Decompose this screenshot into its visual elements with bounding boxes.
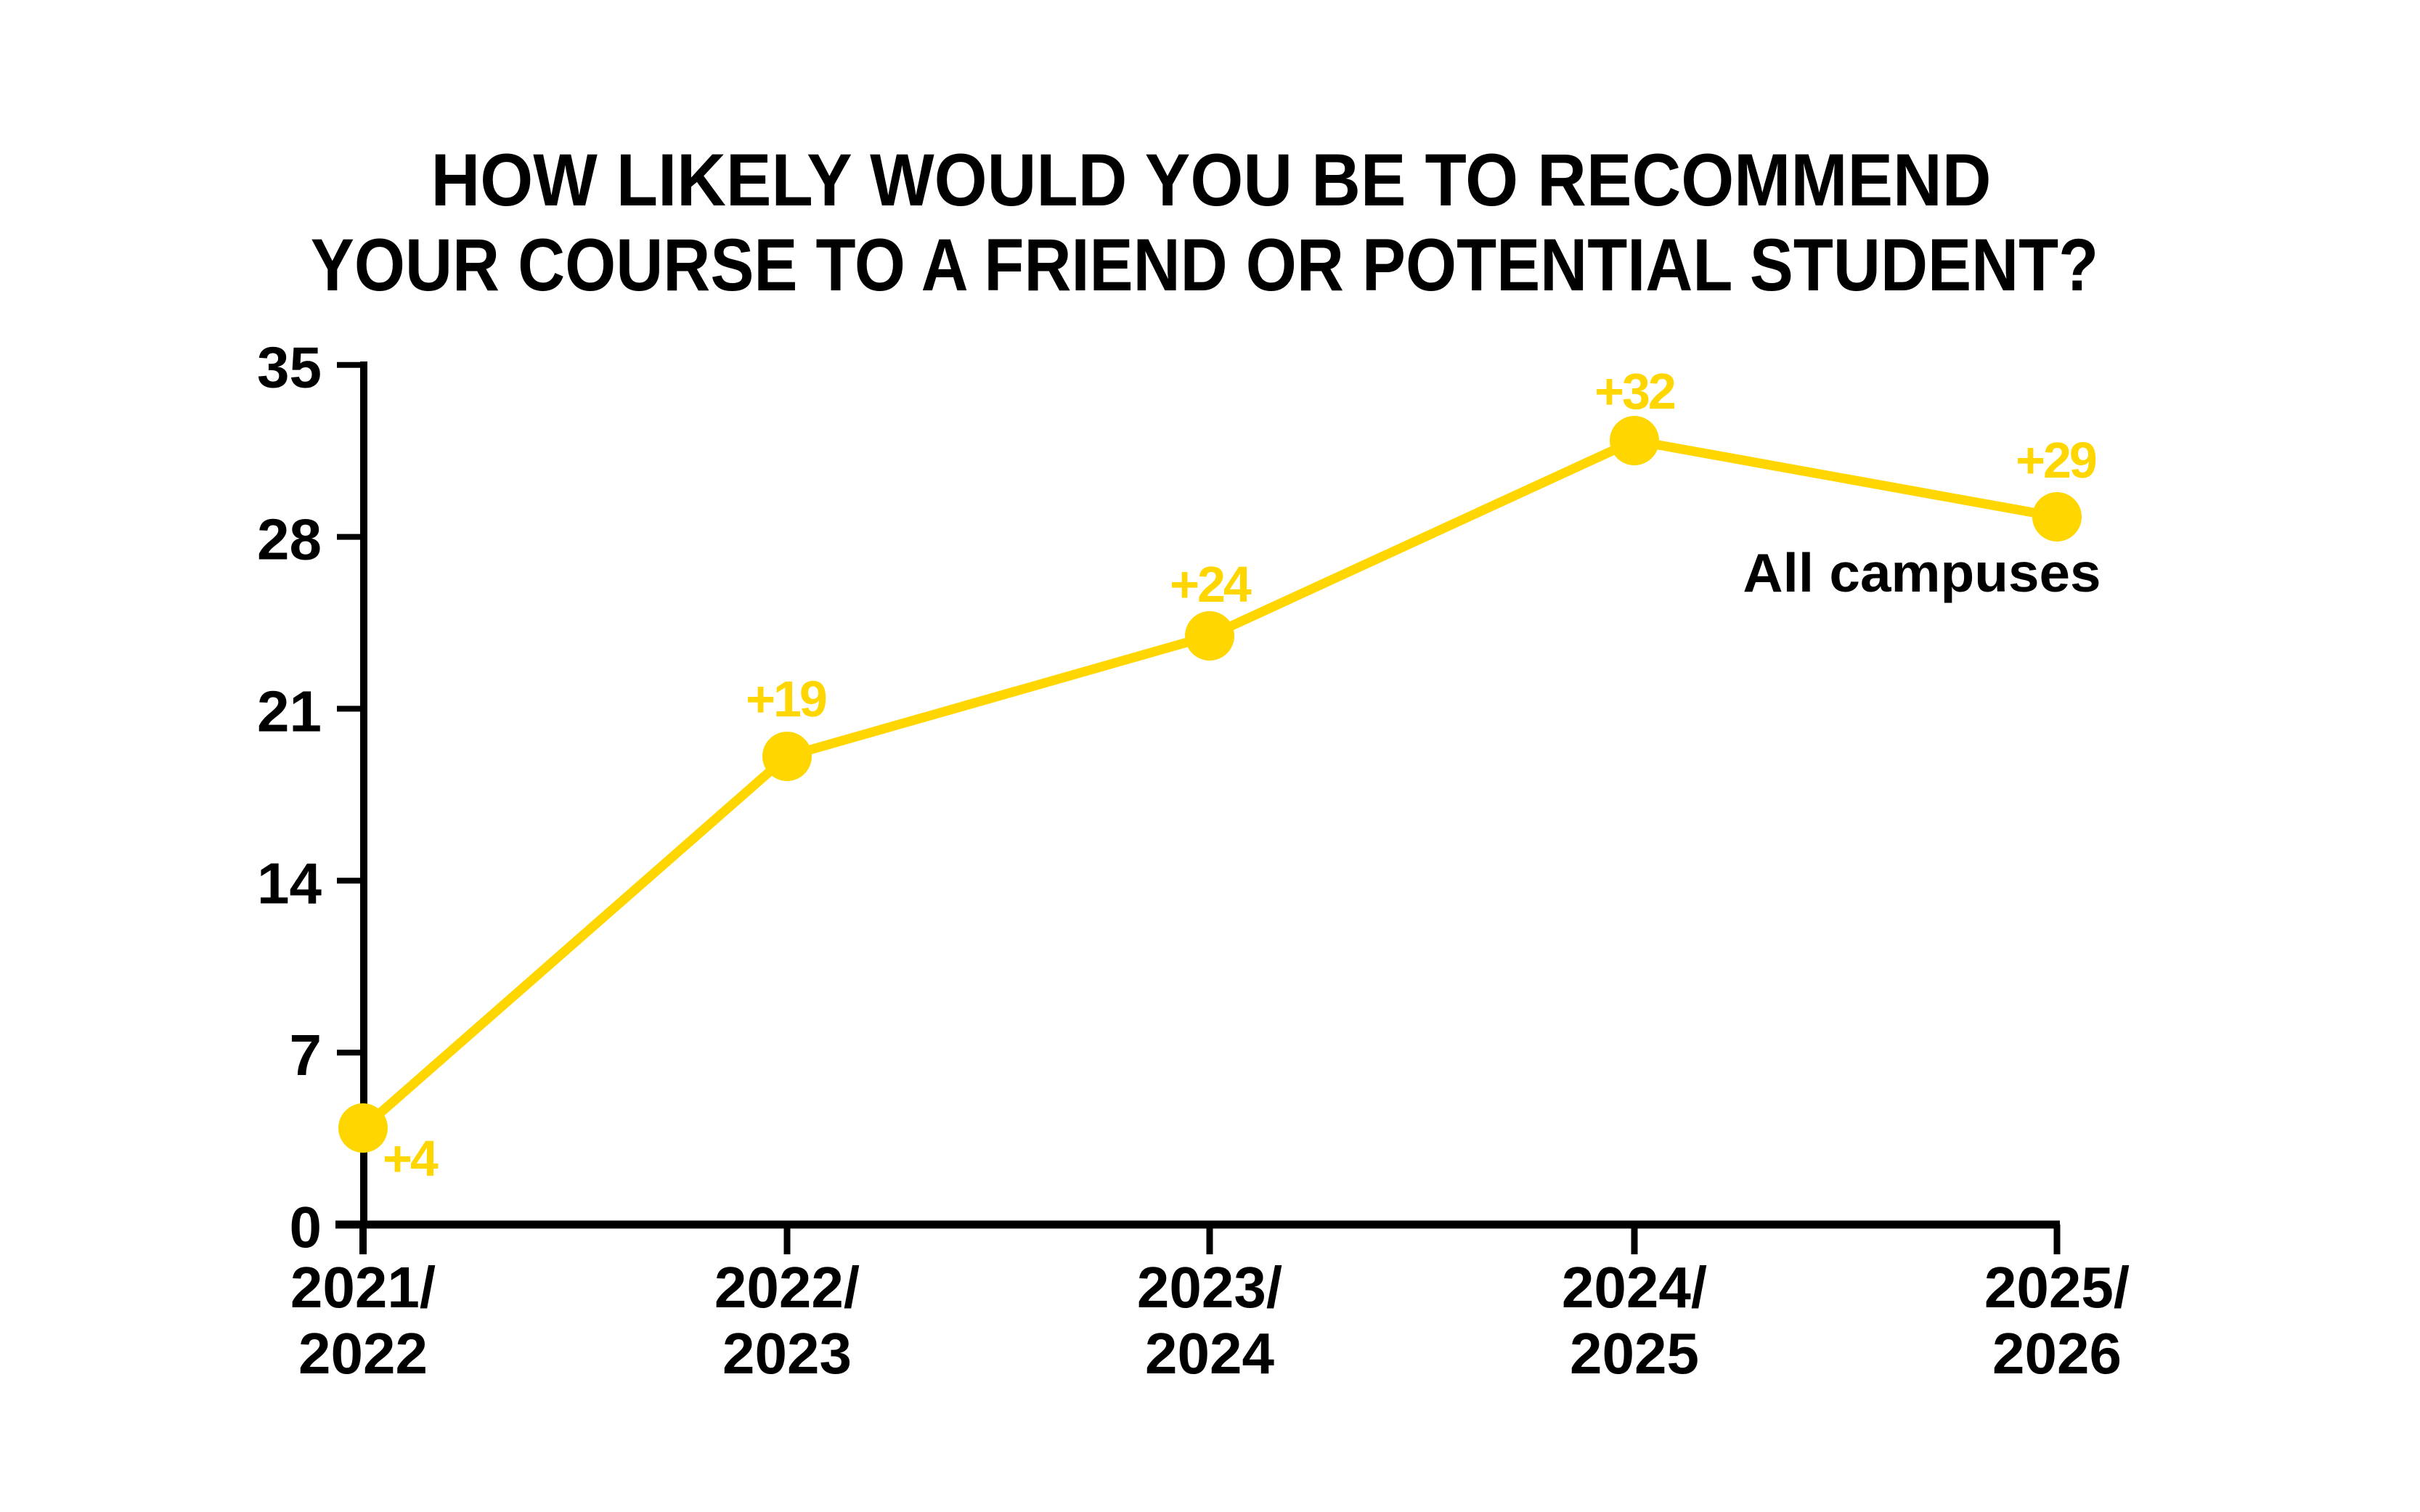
- svg-text:7: 7: [290, 1023, 322, 1087]
- svg-text:35: 35: [257, 335, 322, 400]
- svg-text:YOUR COURSE TO A FRIEND OR POT: YOUR COURSE TO A FRIEND OR POTENTIAL STU…: [311, 224, 2098, 306]
- svg-text:All campuses: All campuses: [1743, 543, 2101, 604]
- svg-text:2023: 2023: [722, 1321, 852, 1386]
- svg-text:2023/: 2023/: [1137, 1255, 1282, 1320]
- svg-text:2021/: 2021/: [290, 1255, 436, 1320]
- svg-text:21: 21: [257, 679, 322, 743]
- svg-text:+4: +4: [383, 1130, 439, 1187]
- svg-text:2026: 2026: [1992, 1321, 2122, 1386]
- svg-text:2022/: 2022/: [714, 1255, 860, 1320]
- svg-text:HOW LIKELY WOULD YOU BE TO REC: HOW LIKELY WOULD YOU BE TO RECOMMEND: [431, 138, 1991, 221]
- svg-text:+19: +19: [746, 671, 826, 727]
- svg-text:2025/: 2025/: [1984, 1255, 2130, 1320]
- svg-text:14: 14: [257, 851, 322, 915]
- svg-text:+29: +29: [2016, 432, 2096, 489]
- svg-text:+24: +24: [1170, 556, 1252, 613]
- svg-text:2025: 2025: [1570, 1321, 1699, 1386]
- svg-text:28: 28: [257, 507, 322, 572]
- svg-text:2024/: 2024/: [1562, 1255, 1707, 1320]
- svg-text:2022: 2022: [298, 1321, 428, 1386]
- svg-text:+32: +32: [1594, 363, 1675, 420]
- svg-text:0: 0: [290, 1195, 322, 1259]
- svg-text:2024: 2024: [1145, 1321, 1274, 1386]
